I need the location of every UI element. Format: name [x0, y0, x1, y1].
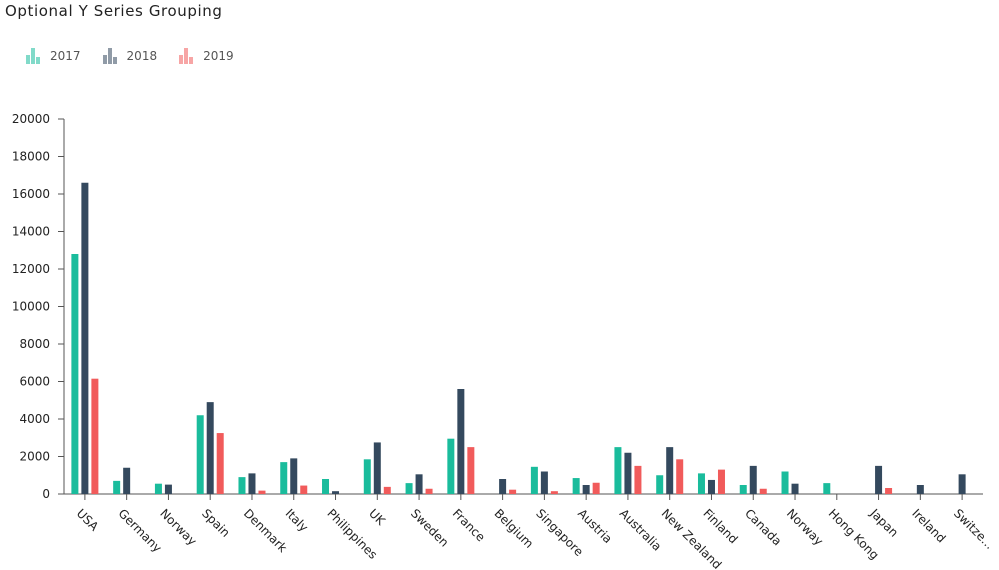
bar-2019-singapore [550, 491, 558, 494]
bar-2018-belgium [499, 479, 507, 494]
bar-2017-germany [113, 480, 121, 494]
bar-2019-sweden [425, 488, 433, 494]
y-tick-label: 12000 [12, 262, 50, 276]
bar-2019-italy [300, 485, 308, 494]
bar-series-icon [102, 48, 119, 64]
bar-2017-norway [154, 483, 162, 494]
x-tick-label: Germany [116, 506, 165, 555]
y-tick-label: 14000 [12, 225, 50, 239]
bar-2019-denmark [258, 490, 266, 494]
legend-item-2018[interactable]: 2018 [102, 48, 158, 64]
bar-series-icon [26, 48, 42, 64]
bar-2017-sweden [405, 483, 413, 494]
x-tick-label: Australia [617, 506, 664, 553]
bar-2017-new-zealand [656, 475, 664, 494]
bar-2017-finland [697, 473, 705, 494]
bar-2018-canada [749, 465, 757, 494]
bar-2019-france [467, 447, 475, 494]
legend-label: 2018 [126, 49, 158, 63]
bar-2018-finland [707, 479, 715, 494]
legend: 2017 2018 2019 [26, 48, 256, 64]
bar-series-icon [179, 48, 195, 64]
bar-2019-uk [383, 486, 391, 494]
bar-2018-italy [290, 458, 298, 494]
bar-2018-australia [624, 452, 632, 494]
bar-2019-japan [885, 488, 893, 494]
legend-label: 2017 [50, 49, 81, 63]
x-tick-label: Norway [157, 506, 199, 548]
bar-2019-usa [91, 378, 99, 494]
x-tick-label: Ireland [909, 506, 948, 545]
bar-2017-philippines [322, 479, 330, 494]
x-tick-label: Finland [700, 506, 740, 546]
x-tick-label: Sweden [408, 506, 451, 549]
bar-2017-france [447, 438, 455, 494]
x-tick-label: Austria [575, 506, 615, 546]
legend-item-2019[interactable]: 2019 [179, 48, 234, 64]
x-tick-label: France [450, 506, 488, 544]
x-tick-label: Spain [199, 506, 233, 540]
bar-2019-new-zealand [676, 459, 684, 494]
bar-2018-switze- [958, 474, 966, 494]
y-tick-label: 8000 [19, 337, 50, 351]
chart-title: Optional Y Series Grouping [5, 2, 223, 20]
bar-2017-hong-kong [823, 483, 831, 494]
y-tick-label: 18000 [12, 150, 50, 164]
bar-2019-canada [759, 488, 767, 494]
legend-label: 2019 [203, 49, 234, 63]
bar-2018-norway [164, 484, 172, 494]
bar-2017-australia [614, 447, 622, 494]
bar-2018-denmark [248, 473, 256, 494]
bar-2017-austria [572, 478, 580, 494]
x-tick-label: Norway [784, 506, 826, 548]
bar-2018-germany [123, 467, 131, 494]
bar-2019-finland [717, 469, 725, 494]
x-tick-label: UK [366, 506, 388, 528]
bar-2018-france [457, 389, 465, 494]
bar-2018-uk [373, 442, 381, 494]
x-tick-label: USA [74, 506, 102, 534]
bar-2018-new-zealand [666, 447, 674, 494]
y-tick-label: 20000 [12, 112, 50, 126]
x-tick-label: Italy [283, 506, 311, 534]
y-tick-label: 4000 [19, 412, 50, 426]
bar-2019-spain [216, 433, 224, 494]
x-tick-label: Switze... [951, 506, 997, 552]
bar-2018-spain [206, 402, 214, 494]
bar-2018-austria [582, 485, 590, 494]
bar-2017-norway [781, 471, 789, 494]
bar-2018-singapore [540, 471, 548, 494]
bar-2017-denmark [238, 477, 246, 494]
y-tick-label: 0 [42, 487, 50, 501]
y-tick-label: 16000 [12, 187, 50, 201]
y-tick-label: 6000 [19, 375, 50, 389]
bar-2017-usa [71, 254, 79, 494]
bar-2018-usa [81, 182, 89, 494]
bar-2018-japan [875, 465, 883, 494]
x-tick-label: Canada [742, 506, 784, 548]
legend-item-2017[interactable]: 2017 [26, 48, 81, 64]
y-tick-label: 2000 [19, 450, 50, 464]
bar-2018-sweden [415, 474, 423, 494]
bar-2017-canada [739, 485, 747, 494]
bar-2017-italy [280, 462, 288, 494]
bar-2019-austria [592, 482, 600, 494]
bar-2019-belgium [509, 489, 517, 494]
x-tick-label: Denmark [241, 506, 290, 555]
bar-2017-spain [196, 415, 204, 494]
bar-2018-norway [791, 483, 799, 494]
bar-2019-australia [634, 465, 642, 494]
y-tick-label: 10000 [12, 300, 50, 314]
bar-2018-philippines [332, 491, 340, 494]
bar-2017-singapore [530, 466, 538, 494]
bar-2018-ireland [916, 485, 924, 494]
x-tick-label: Japan [867, 506, 901, 540]
x-tick-label: Belgium [491, 506, 536, 551]
bar-2017-uk [363, 459, 371, 494]
